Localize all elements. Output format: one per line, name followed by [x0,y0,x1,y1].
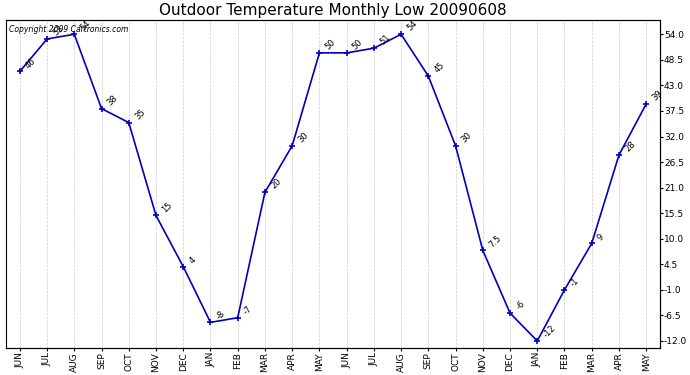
Text: 51: 51 [378,33,392,47]
Text: -1: -1 [569,276,581,288]
Title: Outdoor Temperature Monthly Low 20090608: Outdoor Temperature Monthly Low 20090608 [159,3,507,18]
Text: 30: 30 [296,130,310,144]
Text: 39: 39 [651,89,664,103]
Text: 4: 4 [188,255,197,265]
Text: 45: 45 [433,61,446,75]
Text: 35: 35 [133,107,147,121]
Text: -8: -8 [215,309,227,321]
Text: -12: -12 [542,324,558,340]
Text: -6: -6 [514,299,526,312]
Text: Copyright 2009 Cartronics.com: Copyright 2009 Cartronics.com [10,25,129,34]
Text: 54: 54 [79,19,92,33]
Text: 50: 50 [351,38,364,51]
Text: 15: 15 [160,200,174,214]
Text: 53: 53 [51,24,65,38]
Text: 20: 20 [269,177,283,191]
Text: 28: 28 [623,140,637,154]
Text: 50: 50 [324,38,337,51]
Text: 38: 38 [106,93,119,107]
Text: 30: 30 [460,130,473,144]
Text: 46: 46 [24,56,38,70]
Text: 7.5: 7.5 [487,233,503,249]
Text: -7: -7 [242,304,254,316]
Text: 9: 9 [596,232,606,242]
Text: 54: 54 [405,19,419,33]
